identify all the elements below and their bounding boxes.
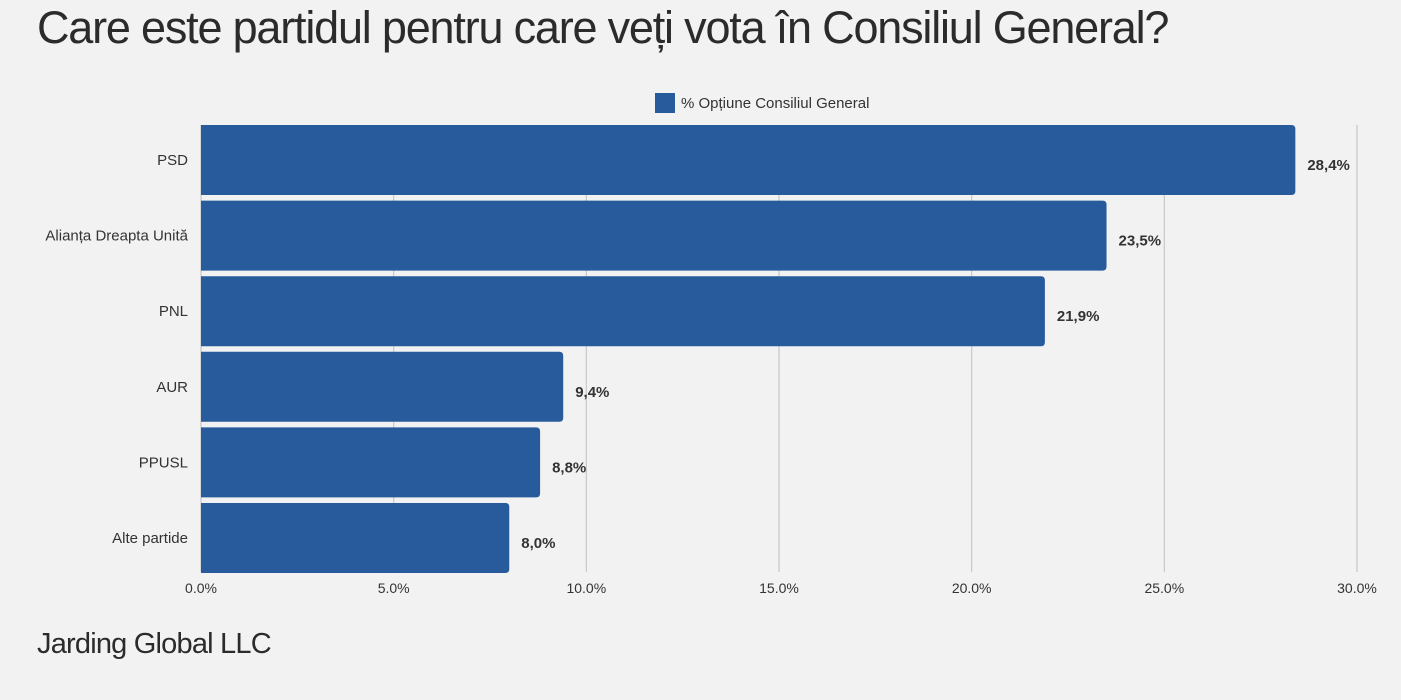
bar xyxy=(201,125,1296,195)
category-label: AUR xyxy=(156,379,188,396)
legend-label: % Opțiune Consiliul General xyxy=(681,94,870,112)
footer-source: Jarding Global LLC xyxy=(37,628,272,660)
bar xyxy=(201,427,541,498)
x-tick-label: 15.0% xyxy=(759,580,799,596)
legend: % Opțiune Consiliul General xyxy=(655,93,869,113)
category-label: Alianța Dreapta Unită xyxy=(45,228,188,245)
bar xyxy=(201,351,564,422)
category-label: PNL xyxy=(159,303,188,320)
legend-swatch xyxy=(655,93,675,113)
data-label: 8,0% xyxy=(521,535,555,552)
x-tick-label: 20.0% xyxy=(952,580,992,596)
data-label: 28,4% xyxy=(1307,157,1350,174)
x-tick-label: 10.0% xyxy=(566,580,606,596)
x-tick-label: 0.0% xyxy=(185,580,217,596)
x-tick-label: 30.0% xyxy=(1337,580,1377,596)
data-label: 9,4% xyxy=(575,384,609,401)
category-label: PPUSL xyxy=(139,454,188,471)
bar xyxy=(201,200,1107,271)
data-label: 23,5% xyxy=(1119,233,1162,250)
x-tick-label: 25.0% xyxy=(1144,580,1184,596)
bar xyxy=(201,276,1045,347)
category-label: Alte partide xyxy=(112,530,188,547)
bar xyxy=(201,503,510,573)
x-tick-label: 5.0% xyxy=(378,580,410,596)
category-label: PSD xyxy=(157,152,188,169)
data-label: 8,8% xyxy=(552,459,586,476)
data-label: 21,9% xyxy=(1057,308,1100,325)
chart-title: Care este partidul pentru care veți vota… xyxy=(37,2,1169,53)
